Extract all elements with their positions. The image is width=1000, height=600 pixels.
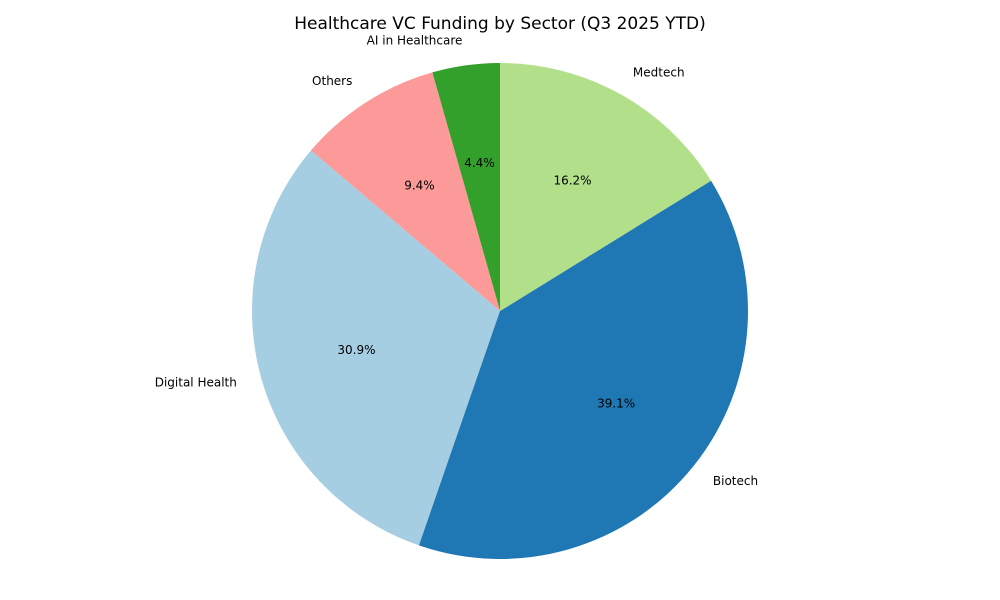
pie-slice xyxy=(418,180,748,560)
pie-slice xyxy=(310,72,500,311)
slice-label: Biotech xyxy=(713,474,758,488)
value-label: 39.1% xyxy=(597,397,635,411)
chart-title: Healthcare VC Funding by Sector (Q3 2025… xyxy=(294,14,706,34)
pie-slice xyxy=(500,63,712,311)
value-label: 9.4% xyxy=(404,178,435,192)
value-label: 30.9% xyxy=(337,343,375,357)
pie-slice xyxy=(251,150,500,546)
slice-label: Medtech xyxy=(633,65,685,79)
value-label: 4.4% xyxy=(464,156,495,170)
slice-label: Others xyxy=(312,74,352,88)
slice-label: AI in Healthcare xyxy=(367,33,463,47)
value-label: 16.2% xyxy=(553,174,591,188)
slice-label: Digital Health xyxy=(155,375,237,389)
pie-slice xyxy=(432,63,500,311)
